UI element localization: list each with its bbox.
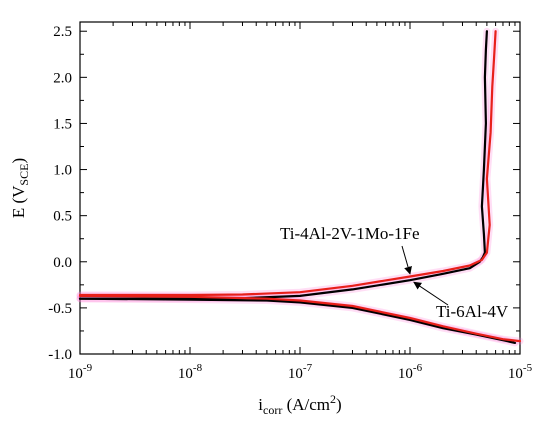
x-tick-label: 10-5: [508, 362, 533, 382]
x-tick-exponent: -6: [413, 362, 423, 374]
x-tick-exponent: -5: [523, 362, 533, 374]
y-tick-label: 2.0: [53, 70, 72, 86]
y-tick-label: 1.0: [53, 163, 72, 179]
y-axis-ticks: -1.0 -0.5 0.0 0.5 1.0 1.5 2.0 2.5: [48, 24, 520, 363]
x-tick-mantissa: 10: [508, 366, 523, 382]
y-tick-label: 0.5: [53, 209, 72, 225]
series-halo: [76, 27, 491, 303]
annotation-layer: Ti-4Al-2V-1Mo-1Fe Ti-6Al-4V: [280, 224, 509, 321]
y-tick-label: 2.5: [53, 24, 72, 40]
x-tick-label: 10-8: [178, 362, 203, 382]
x-tick-mantissa: 10: [398, 366, 413, 382]
annotation-arrow: [401, 245, 412, 275]
x-axis-ticks: 10-9 10-8 10-7 10-6 10-5: [68, 22, 533, 382]
y-axis-title: E (VSCE): [9, 158, 31, 218]
x-tick-mantissa: 10: [178, 366, 193, 382]
x-tick-mantissa: 10: [288, 366, 303, 382]
x-tick-exponent: -9: [83, 362, 93, 374]
y-tick-label: 1.5: [53, 116, 72, 132]
x-tick-label: 10-7: [288, 362, 313, 382]
series-halo: [76, 27, 500, 299]
y-tick-label: -0.5: [48, 301, 72, 317]
y-tick-label: 0.0: [53, 255, 72, 271]
x-tick-label: 10-9: [68, 362, 93, 382]
annotation-label: Ti-6Al-4V: [436, 302, 509, 321]
x-tick-mantissa: 10: [68, 366, 83, 382]
x-tick-label: 10-6: [398, 362, 423, 382]
y-tick-label: -1.0: [48, 347, 72, 363]
annotation-label: Ti-4Al-2V-1Mo-1Fe: [280, 224, 420, 243]
annotation-arrow: [413, 281, 449, 306]
series-line-anodic: [78, 30, 488, 300]
series-line-cathodic: [78, 294, 522, 343]
x-tick-exponent: -8: [193, 362, 203, 374]
x-tick-exponent: -7: [303, 362, 313, 374]
x-axis-title: icorr (A/cm2): [258, 392, 341, 417]
series-layer: [76, 27, 524, 347]
series-line-anodic: [78, 30, 497, 297]
